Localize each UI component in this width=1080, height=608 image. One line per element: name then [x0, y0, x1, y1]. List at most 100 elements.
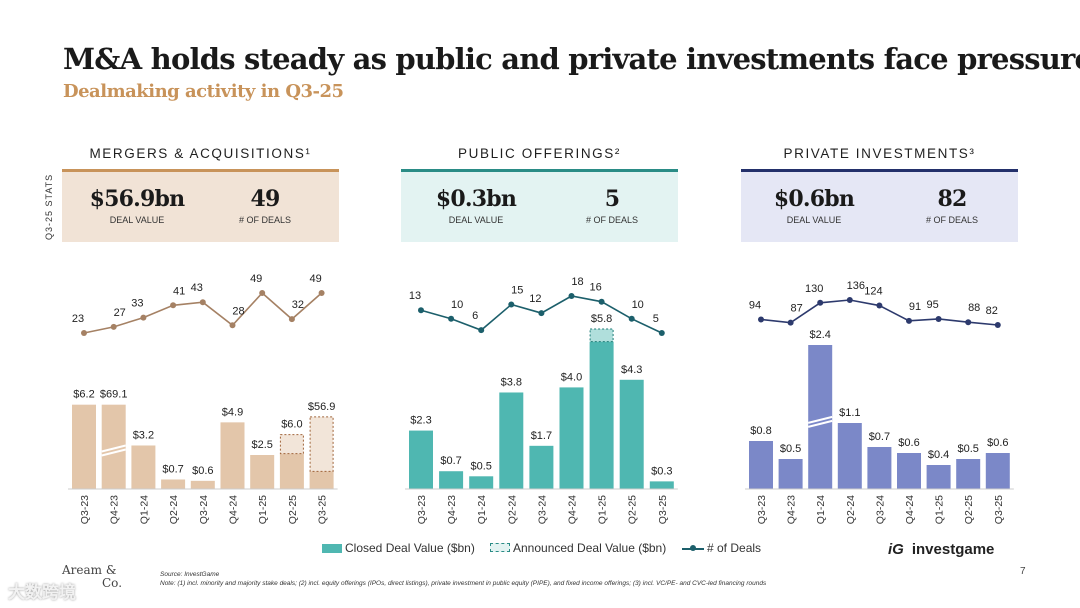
public-deal-value-label: DEAL VALUE — [448, 215, 504, 225]
deals-point — [876, 302, 883, 309]
private-deals-label: # OF DEALS — [925, 215, 979, 225]
bar-value-label: $4.0 — [561, 371, 582, 383]
category-tick-label: Q3-23 — [416, 495, 428, 524]
legend-closed-swatch — [322, 544, 342, 553]
bar-value-label: $0.6 — [987, 437, 1008, 449]
deals-value-label: 15 — [511, 285, 523, 297]
bar-value-label: $6.2 — [73, 389, 94, 401]
bar-closed — [72, 404, 96, 489]
deals-point — [199, 299, 206, 306]
deals-point — [758, 316, 764, 323]
deals-point — [965, 319, 972, 326]
bar-closed — [559, 387, 584, 489]
bar-value-label: $0.5 — [957, 443, 978, 455]
bar-closed — [279, 453, 304, 489]
deals-point — [508, 301, 515, 308]
deals-value-label: 130 — [805, 283, 823, 295]
legend-closed: Closed Deal Value ($bn) — [322, 541, 475, 555]
deals-point — [448, 315, 455, 322]
legend-closed-label: Closed Deal Value ($bn) — [345, 541, 475, 555]
bar-value-label: $0.7 — [440, 455, 461, 467]
bar-value-label: $0.8 — [750, 425, 771, 437]
section-rule-public — [401, 169, 678, 172]
bar-closed — [220, 422, 245, 489]
bar-closed — [926, 465, 951, 489]
deals-value-label: 23 — [72, 313, 84, 325]
public-deals-label: # OF DEALS — [585, 215, 639, 225]
deals-value-label: 49 — [250, 273, 262, 285]
deals-value-label: 32 — [292, 299, 304, 311]
bar-closed — [985, 453, 1010, 489]
deals-point — [817, 299, 824, 306]
category-tick-label: Q2-25 — [287, 495, 299, 524]
investgame-logo: iG investgame — [888, 541, 994, 558]
investgame-logo-text: investgame — [911, 541, 995, 558]
deals-value-label: 12 — [529, 293, 541, 305]
bar-value-label: $56.9 — [308, 401, 336, 413]
deals-point — [418, 307, 424, 314]
bar-value-label: $0.5 — [780, 443, 801, 455]
deals-point — [229, 322, 236, 329]
deals-point — [628, 315, 635, 322]
category-tick-label: Q2-24 — [845, 495, 857, 524]
private-deal-value-label: DEAL VALUE — [786, 215, 842, 225]
bar-value-label: $0.3 — [651, 465, 672, 477]
bar-value-label: $6.0 — [281, 419, 302, 431]
deals-value-label: 91 — [909, 301, 921, 313]
deals-point — [568, 293, 575, 299]
axis-break-mark — [807, 415, 833, 424]
legend-announced-swatch — [490, 543, 510, 552]
deals-point — [935, 315, 942, 322]
private-deal-value: $0.6bn — [773, 186, 855, 212]
axis-break-mark — [807, 419, 833, 428]
bar-closed — [469, 476, 494, 489]
category-tick-label: Q3-24 — [536, 495, 548, 524]
category-tick-label: Q4-23 — [446, 495, 458, 524]
deals-point — [318, 290, 325, 296]
legend-deals-swatch — [682, 544, 704, 553]
bar-closed — [409, 430, 433, 489]
deals-point — [81, 330, 87, 336]
ma-deals: 49 — [250, 186, 280, 212]
bar-value-label: $2.4 — [809, 329, 830, 341]
category-tick-label: Q2-25 — [627, 495, 639, 524]
bar-value-label: $3.2 — [133, 429, 154, 441]
deals-value-label: 95 — [926, 299, 938, 311]
investgame-logo-mark: iG — [888, 541, 904, 558]
bar-value-label: $1.7 — [531, 430, 552, 442]
deals-value-label: 94 — [749, 299, 761, 311]
page-title: M&A holds steady as public and private i… — [63, 42, 1080, 76]
category-tick-label: Q1-24 — [138, 495, 150, 524]
deals-point — [259, 290, 266, 296]
deals-value-label: 33 — [131, 298, 143, 310]
bar-value-label: $69.1 — [100, 389, 128, 401]
bar-closed — [897, 453, 921, 489]
bar-value-label: $0.7 — [869, 431, 890, 443]
legend-deals: # of Deals — [682, 541, 761, 555]
bar-value-label: $0.5 — [470, 460, 491, 472]
bar-value-label: $2.5 — [251, 439, 272, 451]
deals-value-label: 28 — [232, 305, 244, 317]
deals-value-label: 136 — [847, 280, 865, 292]
category-tick-label: Q4-24 — [228, 495, 240, 524]
section-rule-private — [741, 169, 1018, 172]
footer-brand-line1: Aream & — [62, 563, 117, 577]
deals-value-label: 88 — [968, 302, 980, 314]
deals-value-label: 49 — [309, 273, 321, 285]
category-tick-label: Q3-23 — [79, 495, 91, 524]
deals-point — [994, 322, 1001, 328]
bar-closed — [161, 479, 186, 489]
deals-point — [538, 310, 545, 317]
bar-value-label: $1.1 — [839, 407, 860, 419]
category-tick-label: Q3-24 — [874, 495, 886, 524]
section-rule-ma — [62, 169, 339, 172]
category-tick-label: Q4-23 — [109, 495, 121, 524]
category-tick-label: Q4-24 — [567, 495, 579, 524]
bar-announced — [279, 434, 304, 455]
public-deals: 5 — [604, 186, 620, 212]
deals-point — [170, 302, 177, 309]
deals-point — [598, 298, 605, 305]
deals-point — [478, 327, 485, 334]
deals-value-label: 27 — [114, 307, 126, 319]
